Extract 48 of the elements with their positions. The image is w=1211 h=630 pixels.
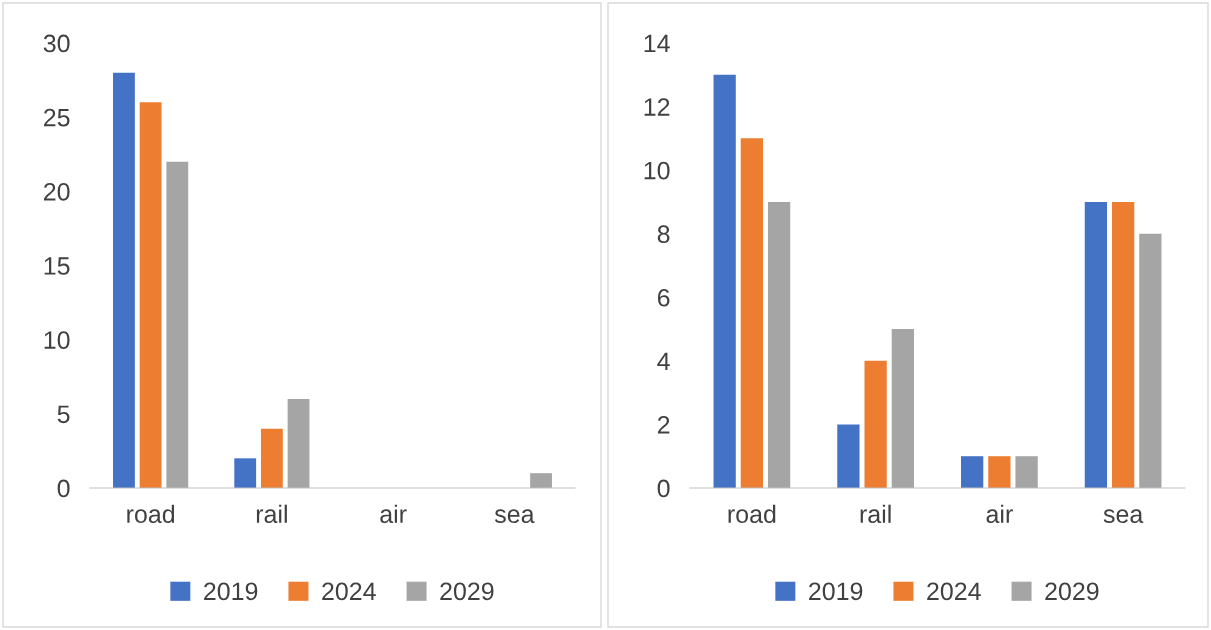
bar: [891, 329, 914, 488]
legend-label: 2024: [927, 582, 981, 601]
legend-label: 2029: [440, 582, 494, 601]
y-tick-label: 0: [657, 479, 670, 498]
bar: [1139, 233, 1162, 488]
bar: [837, 424, 860, 488]
x-tick-label: air: [986, 504, 1013, 524]
y-tick-label: 5: [57, 405, 70, 424]
legend-label: 2024: [322, 582, 376, 601]
bar: [260, 428, 283, 488]
y-tick-label: 6: [657, 288, 670, 307]
bar: [1111, 201, 1135, 488]
x-tick-label: sea: [1103, 509, 1144, 524]
y-tick-label: 8: [657, 225, 670, 244]
y-tick-label: 14: [644, 34, 670, 53]
bar: [713, 74, 736, 488]
y-tick-label: 25: [44, 108, 70, 127]
legend-label: 2019: [809, 582, 863, 601]
x-tick-label: sea: [494, 509, 535, 524]
bar: [166, 161, 189, 488]
y-tick-label: 15: [44, 257, 70, 275]
y-tick-label: 10: [44, 331, 70, 349]
bar: [988, 456, 1011, 488]
bar: [234, 458, 257, 488]
y-tick-label: 20: [44, 182, 70, 201]
legend-label: 2029: [1045, 582, 1099, 601]
x-tick-label: road: [127, 504, 175, 524]
bar: [767, 201, 791, 488]
y-tick-label: 10: [644, 161, 670, 180]
bar: [1084, 201, 1108, 488]
y-tick-label: 30: [43, 34, 70, 53]
x-tick-label: rail: [860, 504, 891, 524]
bar: [530, 473, 552, 488]
bar: [961, 456, 984, 488]
x-tick-label: road: [728, 504, 776, 524]
y-tick-label: 2: [657, 416, 670, 434]
x-tick-label: air: [380, 504, 407, 524]
bar: [1015, 456, 1038, 488]
bar: [113, 72, 135, 488]
legend-label: 2019: [204, 582, 258, 601]
bar: [740, 138, 764, 488]
bar: [287, 399, 310, 488]
bar: [139, 102, 162, 488]
bar: [864, 360, 887, 488]
y-tick-label: 0: [57, 479, 70, 498]
y-tick-label: 12: [644, 98, 670, 116]
x-tick-label: rail: [256, 504, 287, 524]
y-tick-label: 4: [657, 352, 670, 370]
